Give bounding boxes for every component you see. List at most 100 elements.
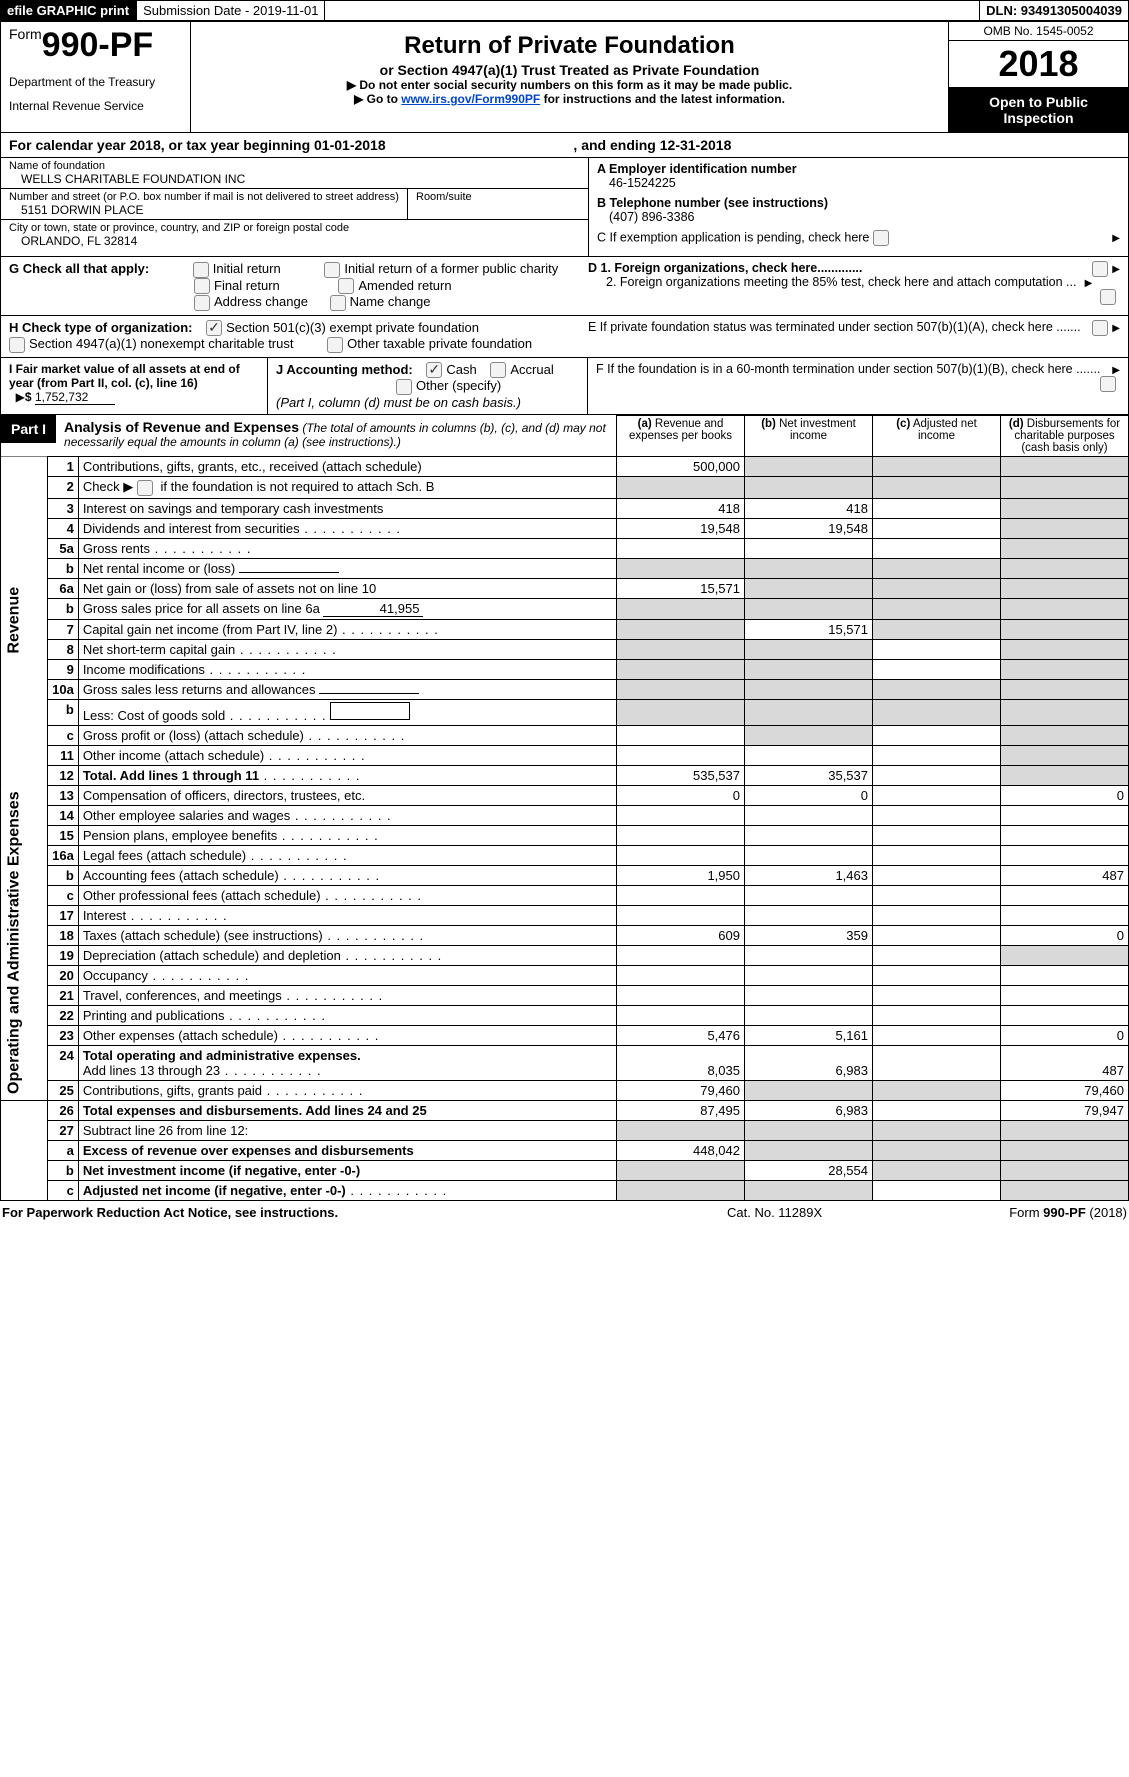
cb-d1[interactable] (1092, 261, 1108, 277)
r23-num: 23 (48, 1025, 79, 1045)
exemption-pending: C If exemption application is pending, c… (597, 230, 869, 244)
r25-d: 79,460 (1001, 1080, 1129, 1100)
footer-form: 990-PF (1043, 1205, 1086, 1220)
cb-initial-former[interactable] (324, 262, 340, 278)
r13-desc: Compensation of officers, directors, tru… (78, 785, 616, 805)
cb-sch-b[interactable] (137, 480, 153, 496)
part1-label: Part I (1, 415, 56, 443)
addr-label: Number and street (or P.O. box number if… (9, 191, 399, 203)
r6a-desc: Net gain or (loss) from sale of assets n… (78, 578, 616, 598)
cb-d2[interactable] (1100, 289, 1116, 305)
r13-b: 0 (745, 785, 873, 805)
j-cash: Cash (446, 362, 476, 377)
r19-desc: Depreciation (attach schedule) and deple… (83, 948, 341, 963)
form-prefix: Form (9, 26, 42, 42)
r2-num: 2 (48, 476, 79, 498)
cb-address-change[interactable] (194, 295, 210, 311)
fmv-value: 1,752,732 (35, 390, 115, 405)
dln: DLN: 93491305004039 (979, 0, 1129, 21)
page-footer: For Paperwork Reduction Act Notice, see … (0, 1201, 1129, 1224)
row-ijf: I Fair market value of all assets at end… (0, 358, 1129, 415)
r26-desc: Total expenses and disbursements. Add li… (83, 1103, 427, 1118)
r26-a: 87,495 (617, 1100, 745, 1120)
i-label: I Fair market value of all assets at end… (9, 362, 240, 390)
r27a-a: 448,042 (617, 1140, 745, 1160)
g-opt5: Address change (214, 294, 308, 309)
g-opt2: Initial return of a former public charit… (344, 261, 558, 276)
r16b-a: 1,950 (617, 865, 745, 885)
top-bar: efile GRAPHIC print Submission Date - 20… (0, 0, 1129, 21)
r6b-num: b (48, 598, 79, 619)
r7-num: 7 (48, 619, 79, 639)
r12-a: 535,537 (617, 765, 745, 785)
e-label: E If private foundation status was termi… (588, 320, 1081, 334)
g-opt4: Amended return (358, 278, 451, 293)
r20-desc: Occupancy (83, 968, 148, 983)
form-title: Return of Private Foundation (201, 32, 938, 60)
r16b-num: b (48, 865, 79, 885)
cb-501c3[interactable] (206, 320, 222, 336)
h-opt2: Section 4947(a)(1) nonexempt charitable … (29, 336, 293, 351)
r13-a: 0 (617, 785, 745, 805)
r1-a: 500,000 (617, 456, 745, 476)
part1-title: Analysis of Revenue and Expenses (64, 419, 299, 435)
r22-num: 22 (48, 1005, 79, 1025)
j-accrual: Accrual (510, 362, 553, 377)
r2-pre: Check ▶ (83, 479, 133, 494)
r27c-desc: Adjusted net income (if negative, enter … (83, 1183, 346, 1198)
cb-e[interactable] (1092, 320, 1108, 336)
cb-amended-return[interactable] (338, 278, 354, 294)
r4-b: 19,548 (745, 518, 873, 538)
r1-desc: Contributions, gifts, grants, etc., rece… (78, 456, 616, 476)
ein-value: 46-1524225 (597, 176, 676, 190)
r8-desc: Net short-term capital gain (83, 642, 235, 657)
j-label: J Accounting method: (276, 362, 413, 377)
r14-num: 14 (48, 805, 79, 825)
col-c: Adjusted net income (913, 418, 977, 442)
cb-other-method[interactable] (396, 379, 412, 395)
r3-a: 418 (617, 498, 745, 518)
open-inspection: Open to Public Inspection (949, 88, 1128, 132)
r5b-desc: Net rental income or (loss) (83, 561, 235, 576)
irs-link[interactable]: www.irs.gov/Form990PF (401, 92, 540, 106)
cb-initial-return[interactable] (193, 262, 209, 278)
r16b-desc: Accounting fees (attach schedule) (83, 868, 279, 883)
cb-f[interactable] (1100, 376, 1116, 392)
cb-cash[interactable] (426, 362, 442, 378)
phone-value: (407) 896-3386 (597, 210, 694, 224)
r3-b: 418 (745, 498, 873, 518)
r3-num: 3 (48, 498, 79, 518)
r20-num: 20 (48, 965, 79, 985)
r27b-desc: Net investment income (if negative, ente… (83, 1163, 360, 1178)
r24b-desc: Add lines 13 through 23 (83, 1063, 220, 1078)
cb-name-change[interactable] (330, 295, 346, 311)
row-h: H Check type of organization: Section 50… (0, 316, 1129, 358)
g-opt1: Initial return (213, 261, 281, 276)
r15-desc: Pension plans, employee benefits (83, 828, 277, 843)
cb-accrual[interactable] (490, 362, 506, 378)
ein-label: A Employer identification number (597, 162, 797, 176)
omb-no: OMB No. 1545-0052 (949, 22, 1128, 41)
r24-a: 8,035 (617, 1045, 745, 1080)
goto-pre: ▶ Go to (354, 92, 401, 106)
r5a-num: 5a (48, 538, 79, 558)
cb-final-return[interactable] (194, 278, 210, 294)
footer-notice: For Paperwork Reduction Act Notice, see … (2, 1205, 727, 1220)
side-revenue: Revenue (1, 456, 48, 785)
r27-desc: Subtract line 26 from line 12: (78, 1120, 616, 1140)
r12-num: 12 (48, 765, 79, 785)
cb-4947[interactable] (9, 337, 25, 353)
h-label: H Check type of organization: (9, 320, 192, 335)
form-header: Form990-PF Department of the Treasury In… (0, 21, 1129, 133)
r22-desc: Printing and publications (83, 1008, 225, 1023)
r18-b: 359 (745, 925, 873, 945)
r4-a: 19,548 (617, 518, 745, 538)
r2-post: if the foundation is not required to att… (157, 479, 435, 494)
cal-year-end: , and ending 12-31-2018 (573, 137, 731, 153)
cb-other-taxable[interactable] (327, 337, 343, 353)
r5a-desc: Gross rents (83, 541, 150, 556)
r17-num: 17 (48, 905, 79, 925)
checkbox-c[interactable] (873, 230, 889, 246)
ssn-note: ▶ Do not enter social security numbers o… (347, 78, 792, 92)
cal-year-begin: For calendar year 2018, or tax year begi… (9, 137, 386, 153)
